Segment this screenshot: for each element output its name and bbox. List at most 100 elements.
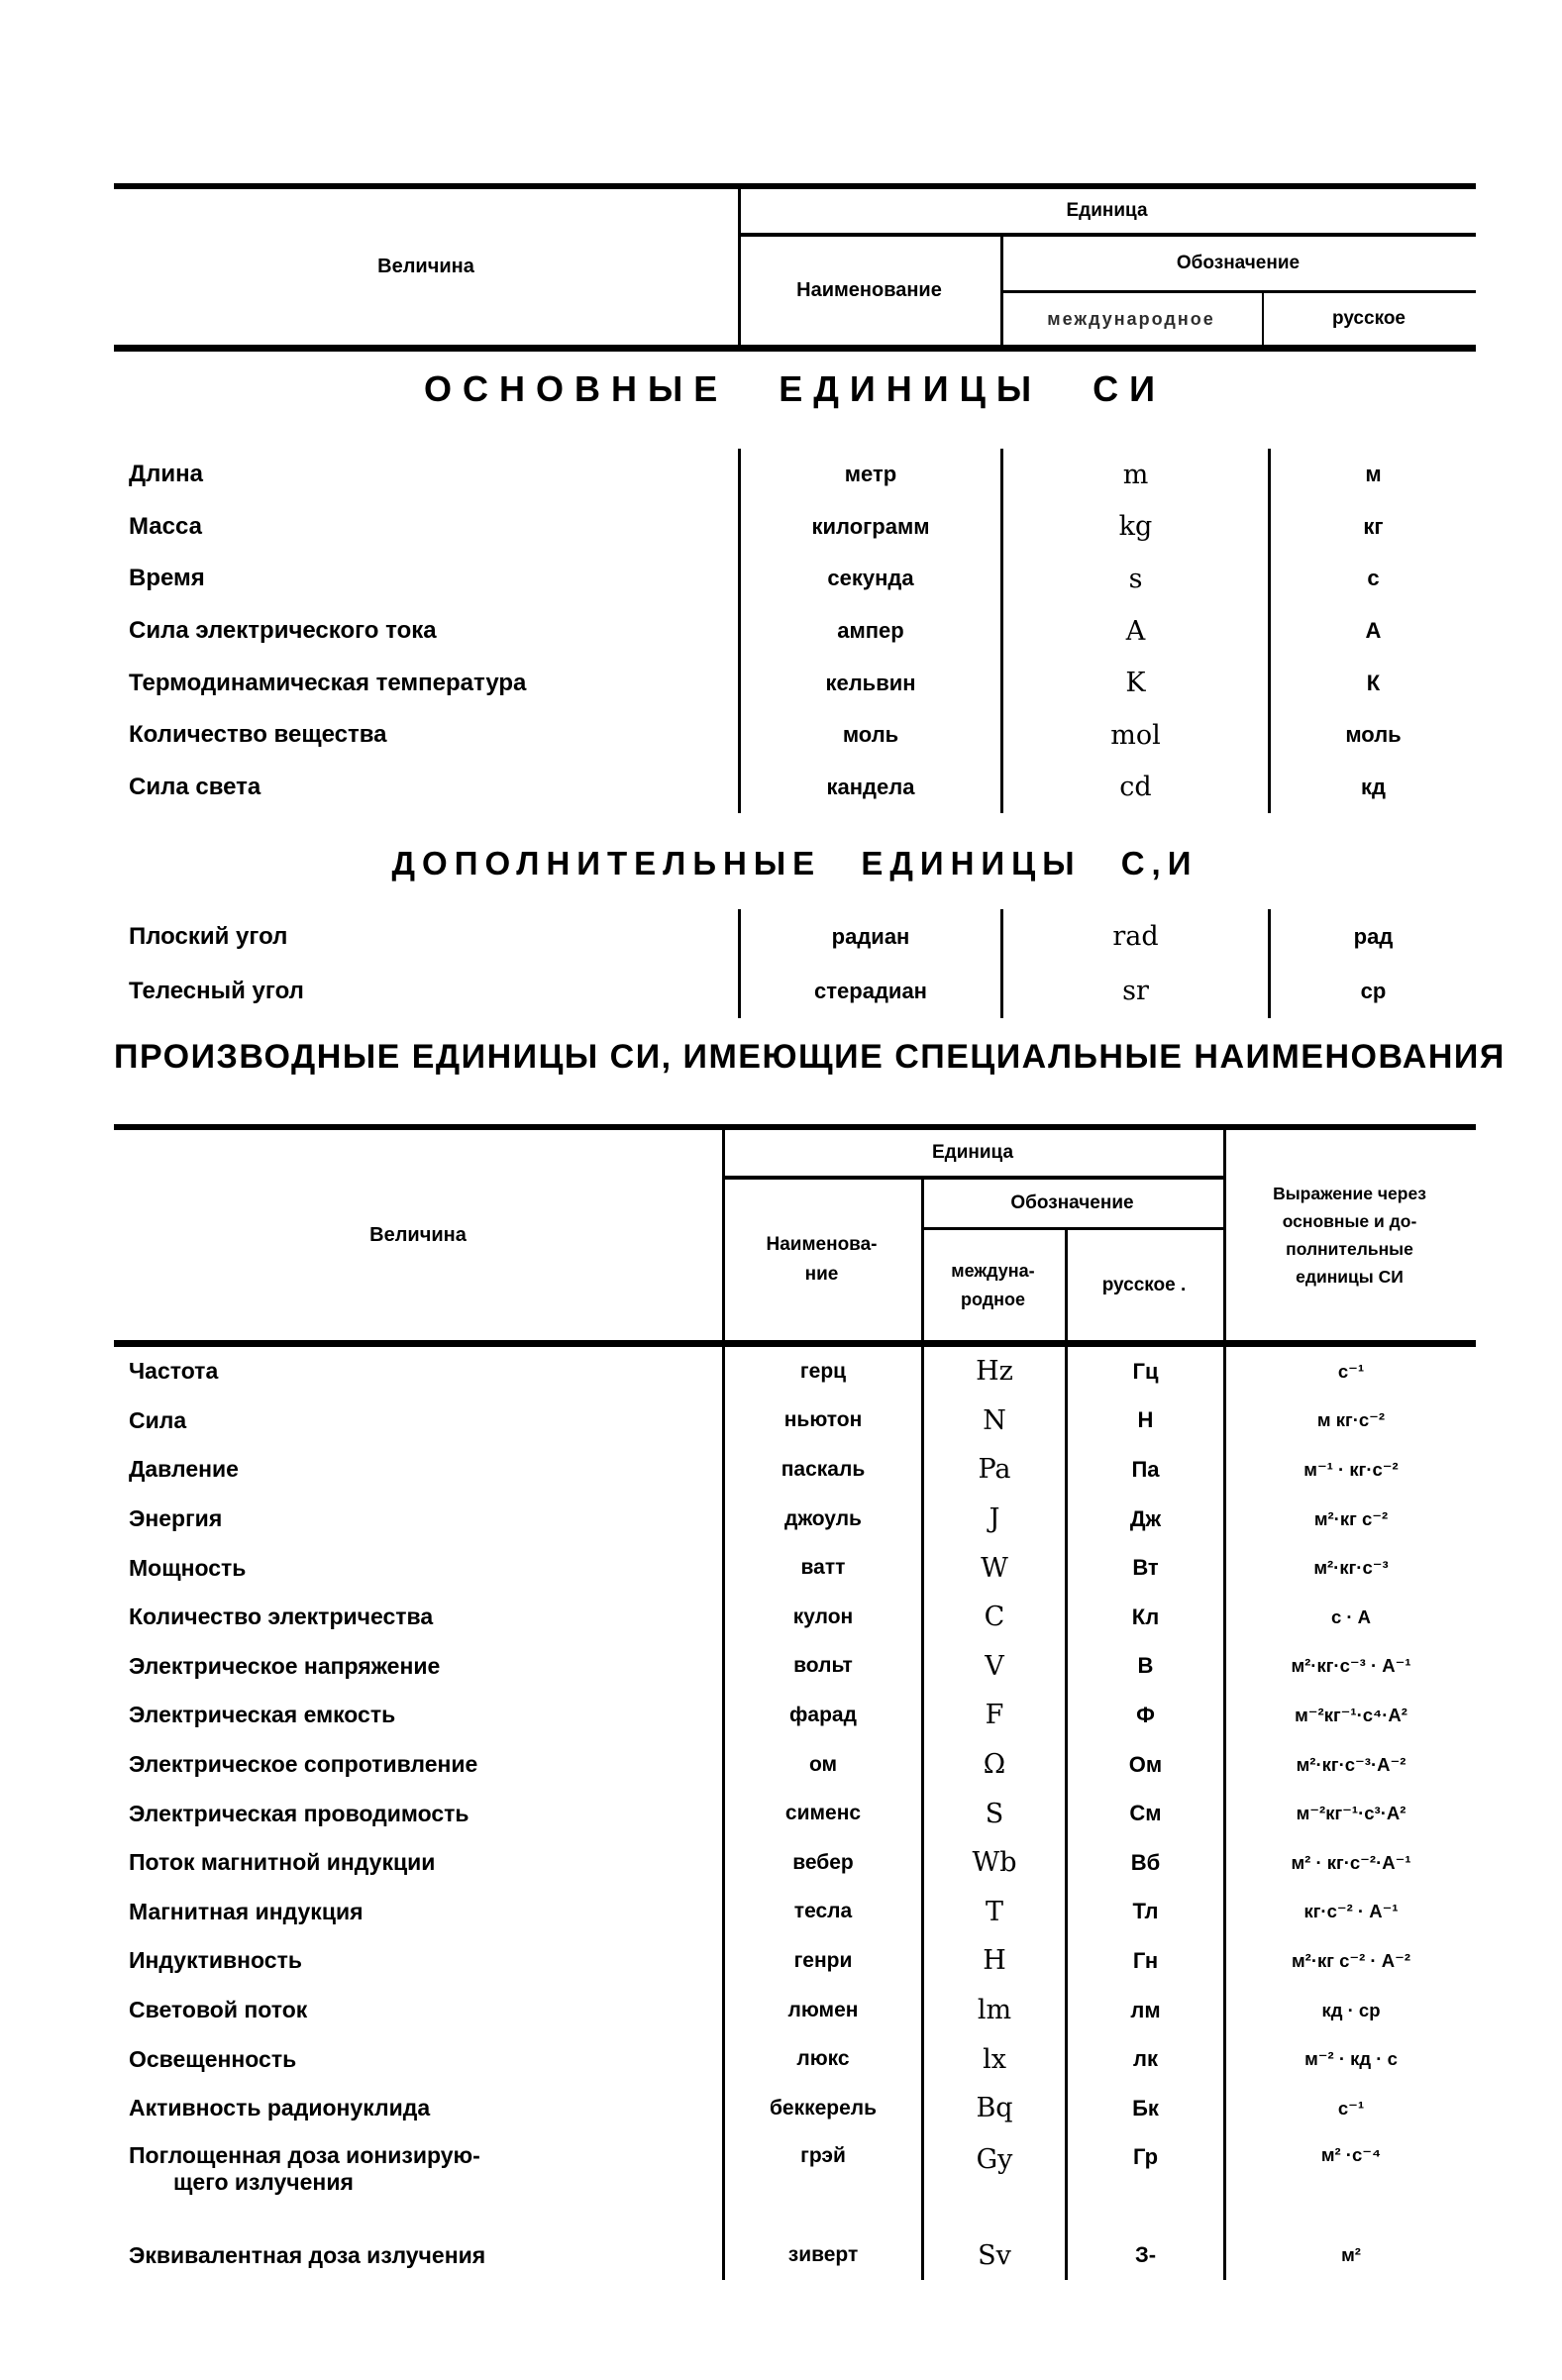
russian-symbol-cell: Н bbox=[1065, 1396, 1223, 1446]
russian-symbol-cell: кд bbox=[1268, 761, 1476, 814]
quantity-cell: Электрическая емкость bbox=[129, 1702, 396, 1728]
expression-cell: м⁻²кг⁻¹·с⁴·А² bbox=[1223, 1691, 1476, 1740]
table-row: Плоский угол радиан rad рад bbox=[114, 909, 1476, 964]
intl-symbol-cell: N bbox=[921, 1396, 1065, 1446]
expression-cell: м⁻¹ · кг·с⁻² bbox=[1223, 1445, 1476, 1495]
table-row: Освещенность люкс lx лк м⁻² · кд · с bbox=[114, 2034, 1476, 2084]
expression-cell: м² · кг·с⁻²·А⁻¹ bbox=[1223, 1837, 1476, 1888]
russian-symbol-cell: Кл bbox=[1065, 1592, 1223, 1642]
intl-symbol-cell: V bbox=[921, 1641, 1065, 1692]
unit-name-cell: секунда bbox=[738, 553, 1000, 605]
table-row: Электрическая проводимость сименс S См м⁻²кг… bbox=[114, 1789, 1476, 1838]
russian-symbol-cell: К bbox=[1268, 657, 1476, 709]
table-row: Индуктивность генри H Гн м²·кг с⁻² · А⁻² bbox=[114, 1936, 1476, 1986]
intl-symbol-cell: Wb bbox=[921, 1837, 1065, 1888]
table2-header-divider-2 bbox=[921, 1180, 924, 1340]
table2-header-name-line2: ние bbox=[804, 1264, 839, 1285]
unit-name-cell: генри bbox=[722, 1936, 921, 1986]
unit-name-cell: ватт bbox=[722, 1543, 921, 1593]
table1-header-bottom-rule bbox=[114, 345, 1476, 352]
expression-cell: м²·кг·с⁻³ · А⁻¹ bbox=[1223, 1641, 1476, 1692]
expression-cell: м²·кг с⁻² bbox=[1223, 1494, 1476, 1544]
quantity-cell: Световой поток bbox=[129, 1997, 308, 2023]
expression-cell: м² bbox=[1223, 2230, 1476, 2281]
unit-name-cell: кандела bbox=[738, 761, 1000, 814]
table-row: Световой поток люмен lm лм кд · ср bbox=[114, 1985, 1476, 2035]
table1-unit-underline bbox=[738, 233, 1476, 237]
intl-symbol-cell: Gy bbox=[921, 2132, 1065, 2231]
intl-symbol-cell: sr bbox=[1000, 964, 1268, 1018]
unit-name-cell: стерадиан bbox=[738, 964, 1000, 1018]
table-row: Термодинамическая температура кельвин K К bbox=[114, 657, 1476, 709]
unit-name-cell: метр bbox=[738, 449, 1000, 501]
table2-header-expression-line1: Выражение через bbox=[1273, 1184, 1426, 1203]
intl-symbol-cell: J bbox=[921, 1494, 1065, 1544]
section-title-derived-units: ПРОИЗВОДНЫЕ ЕДИНИЦЫ СИ, ИМЕЮЩИЕ СПЕЦИАЛЬ… bbox=[114, 1038, 1506, 1076]
table2-top-rule bbox=[114, 1124, 1476, 1130]
table2-header-divider-1 bbox=[722, 1130, 725, 1340]
intl-symbol-cell: mol bbox=[1000, 708, 1268, 762]
russian-symbol-cell: рад bbox=[1268, 909, 1476, 964]
unit-name-cell: герц bbox=[722, 1347, 921, 1397]
table-row: Магнитная индукция тесла T Тл кг·с⁻² · А⁻¹ bbox=[114, 1887, 1476, 1937]
table2-header-international-line1: междуна- bbox=[951, 1260, 1035, 1281]
russian-symbol-cell: Гн bbox=[1065, 1936, 1223, 1986]
intl-symbol-cell: S bbox=[921, 1789, 1065, 1838]
quantity-cell: Сила электрического тока bbox=[129, 617, 437, 645]
table2-designation-underline bbox=[921, 1227, 1223, 1230]
table1-basic-rows: Длина метр m м Масса килограмм kg кг Время секунд… bbox=[114, 449, 1476, 814]
table-row: Мощность ватт W Вт м²·кг·с⁻³ bbox=[114, 1543, 1476, 1593]
intl-symbol-cell: s bbox=[1000, 553, 1268, 605]
table-row: Масса килограмм kg кг bbox=[114, 500, 1476, 554]
expression-cell: кд · ср bbox=[1223, 1985, 1476, 2035]
expression-cell: м²·кг с⁻² · А⁻² bbox=[1223, 1936, 1476, 1986]
table2-unit-underline bbox=[722, 1176, 1226, 1180]
unit-name-cell: моль bbox=[738, 708, 1000, 762]
russian-symbol-cell: ср bbox=[1268, 964, 1476, 1018]
intl-symbol-cell: lx bbox=[921, 2034, 1065, 2084]
table2-header-unit: Единица bbox=[931, 1142, 1014, 1164]
unit-name-cell: паскаль bbox=[722, 1445, 921, 1495]
table1-supplementary-rows: Плоский угол радиан rad рад Телесный угол сте… bbox=[114, 909, 1476, 1018]
intl-symbol-cell: cd bbox=[1000, 761, 1268, 814]
table2-header-divider-3 bbox=[1065, 1230, 1068, 1340]
intl-symbol-cell: T bbox=[921, 1887, 1065, 1937]
intl-symbol-cell: Sv bbox=[921, 2230, 1065, 2281]
unit-name-cell: фарад bbox=[722, 1691, 921, 1740]
russian-symbol-cell: Гр bbox=[1065, 2132, 1223, 2231]
quantity-cell: Термодинамическая температура bbox=[129, 669, 527, 696]
expression-cell: с · А bbox=[1223, 1592, 1476, 1642]
quantity-cell: Освещенность bbox=[129, 2045, 297, 2072]
intl-symbol-cell: Pa bbox=[921, 1445, 1065, 1495]
table2-header: Величина Единица Наименова- ние Обозначе… bbox=[114, 1124, 1476, 1347]
table2-header-expression: Выражение через основные и до- полнитель… bbox=[1223, 1130, 1476, 1340]
russian-symbol-cell: Вб bbox=[1065, 1837, 1223, 1888]
intl-symbol-cell: C bbox=[921, 1592, 1065, 1642]
table-row: Частота герц Hz Гц с⁻¹ bbox=[114, 1347, 1476, 1397]
table2-header-name-line1: Наименова- bbox=[766, 1233, 878, 1255]
unit-name-cell: тесла bbox=[722, 1887, 921, 1937]
table2-header-name: Наименова- ние bbox=[722, 1180, 921, 1340]
quantity-cell: Количество вещества bbox=[129, 721, 387, 749]
unit-name-cell: джоуль bbox=[722, 1494, 921, 1544]
table2-header-international: междуна- родное bbox=[921, 1230, 1065, 1340]
section-title-basic-units: ОСНОВНЫЕ ЕДИНИЦЫ СИ bbox=[423, 368, 1167, 409]
russian-symbol-cell: А bbox=[1268, 604, 1476, 658]
quantity-cell: Поглощенная доза ионизирую-щего излучени… bbox=[114, 2133, 722, 2231]
section-title-supplementary-units: ДОПОЛНИТЕЛЬНЫЕ ЕДИНИЦЫ С,И bbox=[391, 845, 1198, 881]
russian-symbol-cell: м bbox=[1268, 449, 1476, 501]
unit-name-cell: кельвин bbox=[738, 657, 1000, 709]
russian-symbol-cell: З- bbox=[1065, 2230, 1223, 2281]
expression-cell: с⁻¹ bbox=[1223, 1347, 1476, 1397]
intl-symbol-cell: A bbox=[1000, 604, 1268, 658]
russian-symbol-cell: лм bbox=[1065, 1985, 1223, 2035]
quantity-cell: Время bbox=[129, 565, 205, 592]
quantity-cell: Электрическое напряжение bbox=[129, 1652, 441, 1679]
table-row: Давление паскаль Pa Па м⁻¹ · кг·с⁻² bbox=[114, 1445, 1476, 1495]
intl-symbol-cell: W bbox=[921, 1543, 1065, 1593]
table-row: Электрическое сопротивление ом Ω Ом м²·кг·с⁻… bbox=[114, 1739, 1476, 1790]
